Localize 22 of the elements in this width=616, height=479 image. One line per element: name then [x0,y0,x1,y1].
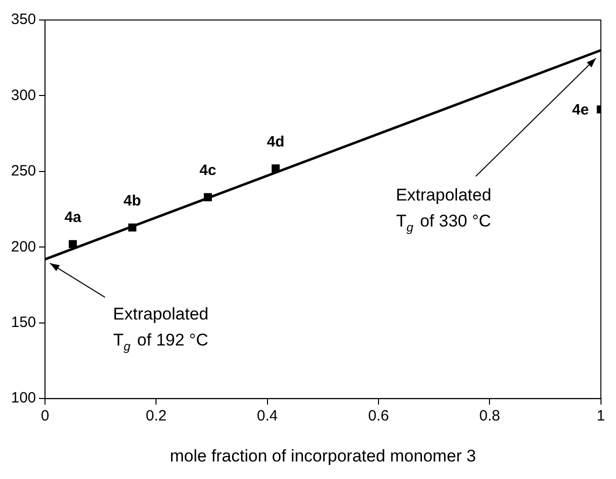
x-tick-label: 0.2 [146,408,167,425]
annotation: 4b [124,192,142,210]
x-tick-label: 0.4 [256,408,278,425]
y-tick-label: 300 [10,86,36,104]
y-tick-label: 200 [10,238,36,256]
annotation: 4a [64,209,82,226]
point [204,193,212,202]
point [68,240,77,248]
y-tick-label: 250 [10,162,36,180]
annotation: 4d [266,133,284,150]
x-axis-title: mole fraction of incorporated monomer 3 [170,446,476,466]
x-tick-label: 1 [596,408,605,425]
point [128,223,136,232]
x-tick-label: 0 [40,408,50,425]
y-tick-label: 350 [10,11,36,28]
annotation: 4e [572,101,589,118]
x-tick-label: 0.6 [368,408,389,425]
y-tick-label: 150 [10,314,36,332]
annotation: 4c [200,162,216,180]
x-tick-label: 0.8 [479,408,500,425]
y-tick-label: 100 [10,390,36,407]
point [272,164,280,172]
